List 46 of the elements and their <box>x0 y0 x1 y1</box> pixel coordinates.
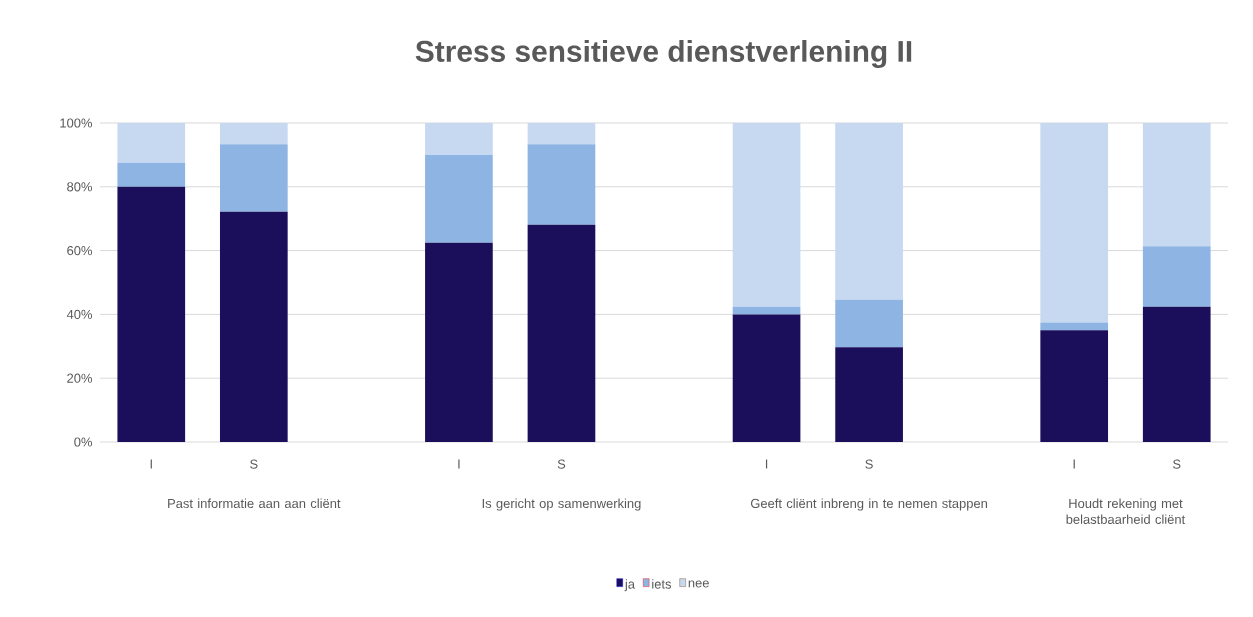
bar <box>1040 330 1109 442</box>
bar <box>732 306 801 315</box>
bar <box>527 224 596 442</box>
bar <box>1142 123 1211 247</box>
text: Past informatie aan aan cliënt <box>168 498 341 509</box>
bar <box>527 144 596 225</box>
x-tick-label: S <box>557 459 566 469</box>
y-tick-label: 40% <box>66 309 93 319</box>
bar <box>1040 322 1109 331</box>
legend-label: nee <box>688 580 709 588</box>
bar <box>1142 306 1211 442</box>
x-tick-label: S <box>250 459 258 469</box>
x-tick-label: I <box>765 459 768 469</box>
x-tick-label: S <box>1173 459 1181 469</box>
bar <box>219 211 288 442</box>
x-tick-label: I <box>458 459 460 469</box>
bar <box>425 123 493 155</box>
bar <box>835 123 903 300</box>
bar <box>835 299 903 348</box>
bar <box>425 154 493 243</box>
bar <box>117 162 186 187</box>
text: Is gericht op samenwerking <box>482 498 641 511</box>
y-tick-label: 60% <box>67 246 93 256</box>
x-tick-label: S <box>865 459 873 469</box>
bar <box>835 347 903 442</box>
text: Geeft cliënt inbreng in te nemen stappen <box>750 498 987 511</box>
y-tick-label: 0% <box>74 437 93 447</box>
text: Houdt rekening met belastbaarheid cliënt <box>1066 498 1186 524</box>
bar <box>219 123 288 145</box>
x-tick-label: I <box>150 459 152 469</box>
bar <box>117 123 186 163</box>
y-tick-label: 80% <box>67 182 93 192</box>
legend-label: ja <box>624 579 635 592</box>
y-tick-label: 100% <box>60 118 93 128</box>
bar <box>527 123 596 145</box>
bar <box>732 123 801 307</box>
legend-label: iets <box>652 579 672 589</box>
bar <box>1142 246 1211 307</box>
chart-title: Stress sensitieve dienstverlening II <box>415 40 912 69</box>
bar <box>732 314 801 442</box>
bar <box>219 144 288 212</box>
bar <box>425 242 493 442</box>
x-tick-label: I <box>1073 459 1075 469</box>
bar <box>1040 123 1109 323</box>
y-tick-label: 20% <box>67 373 93 383</box>
bar <box>117 186 186 442</box>
